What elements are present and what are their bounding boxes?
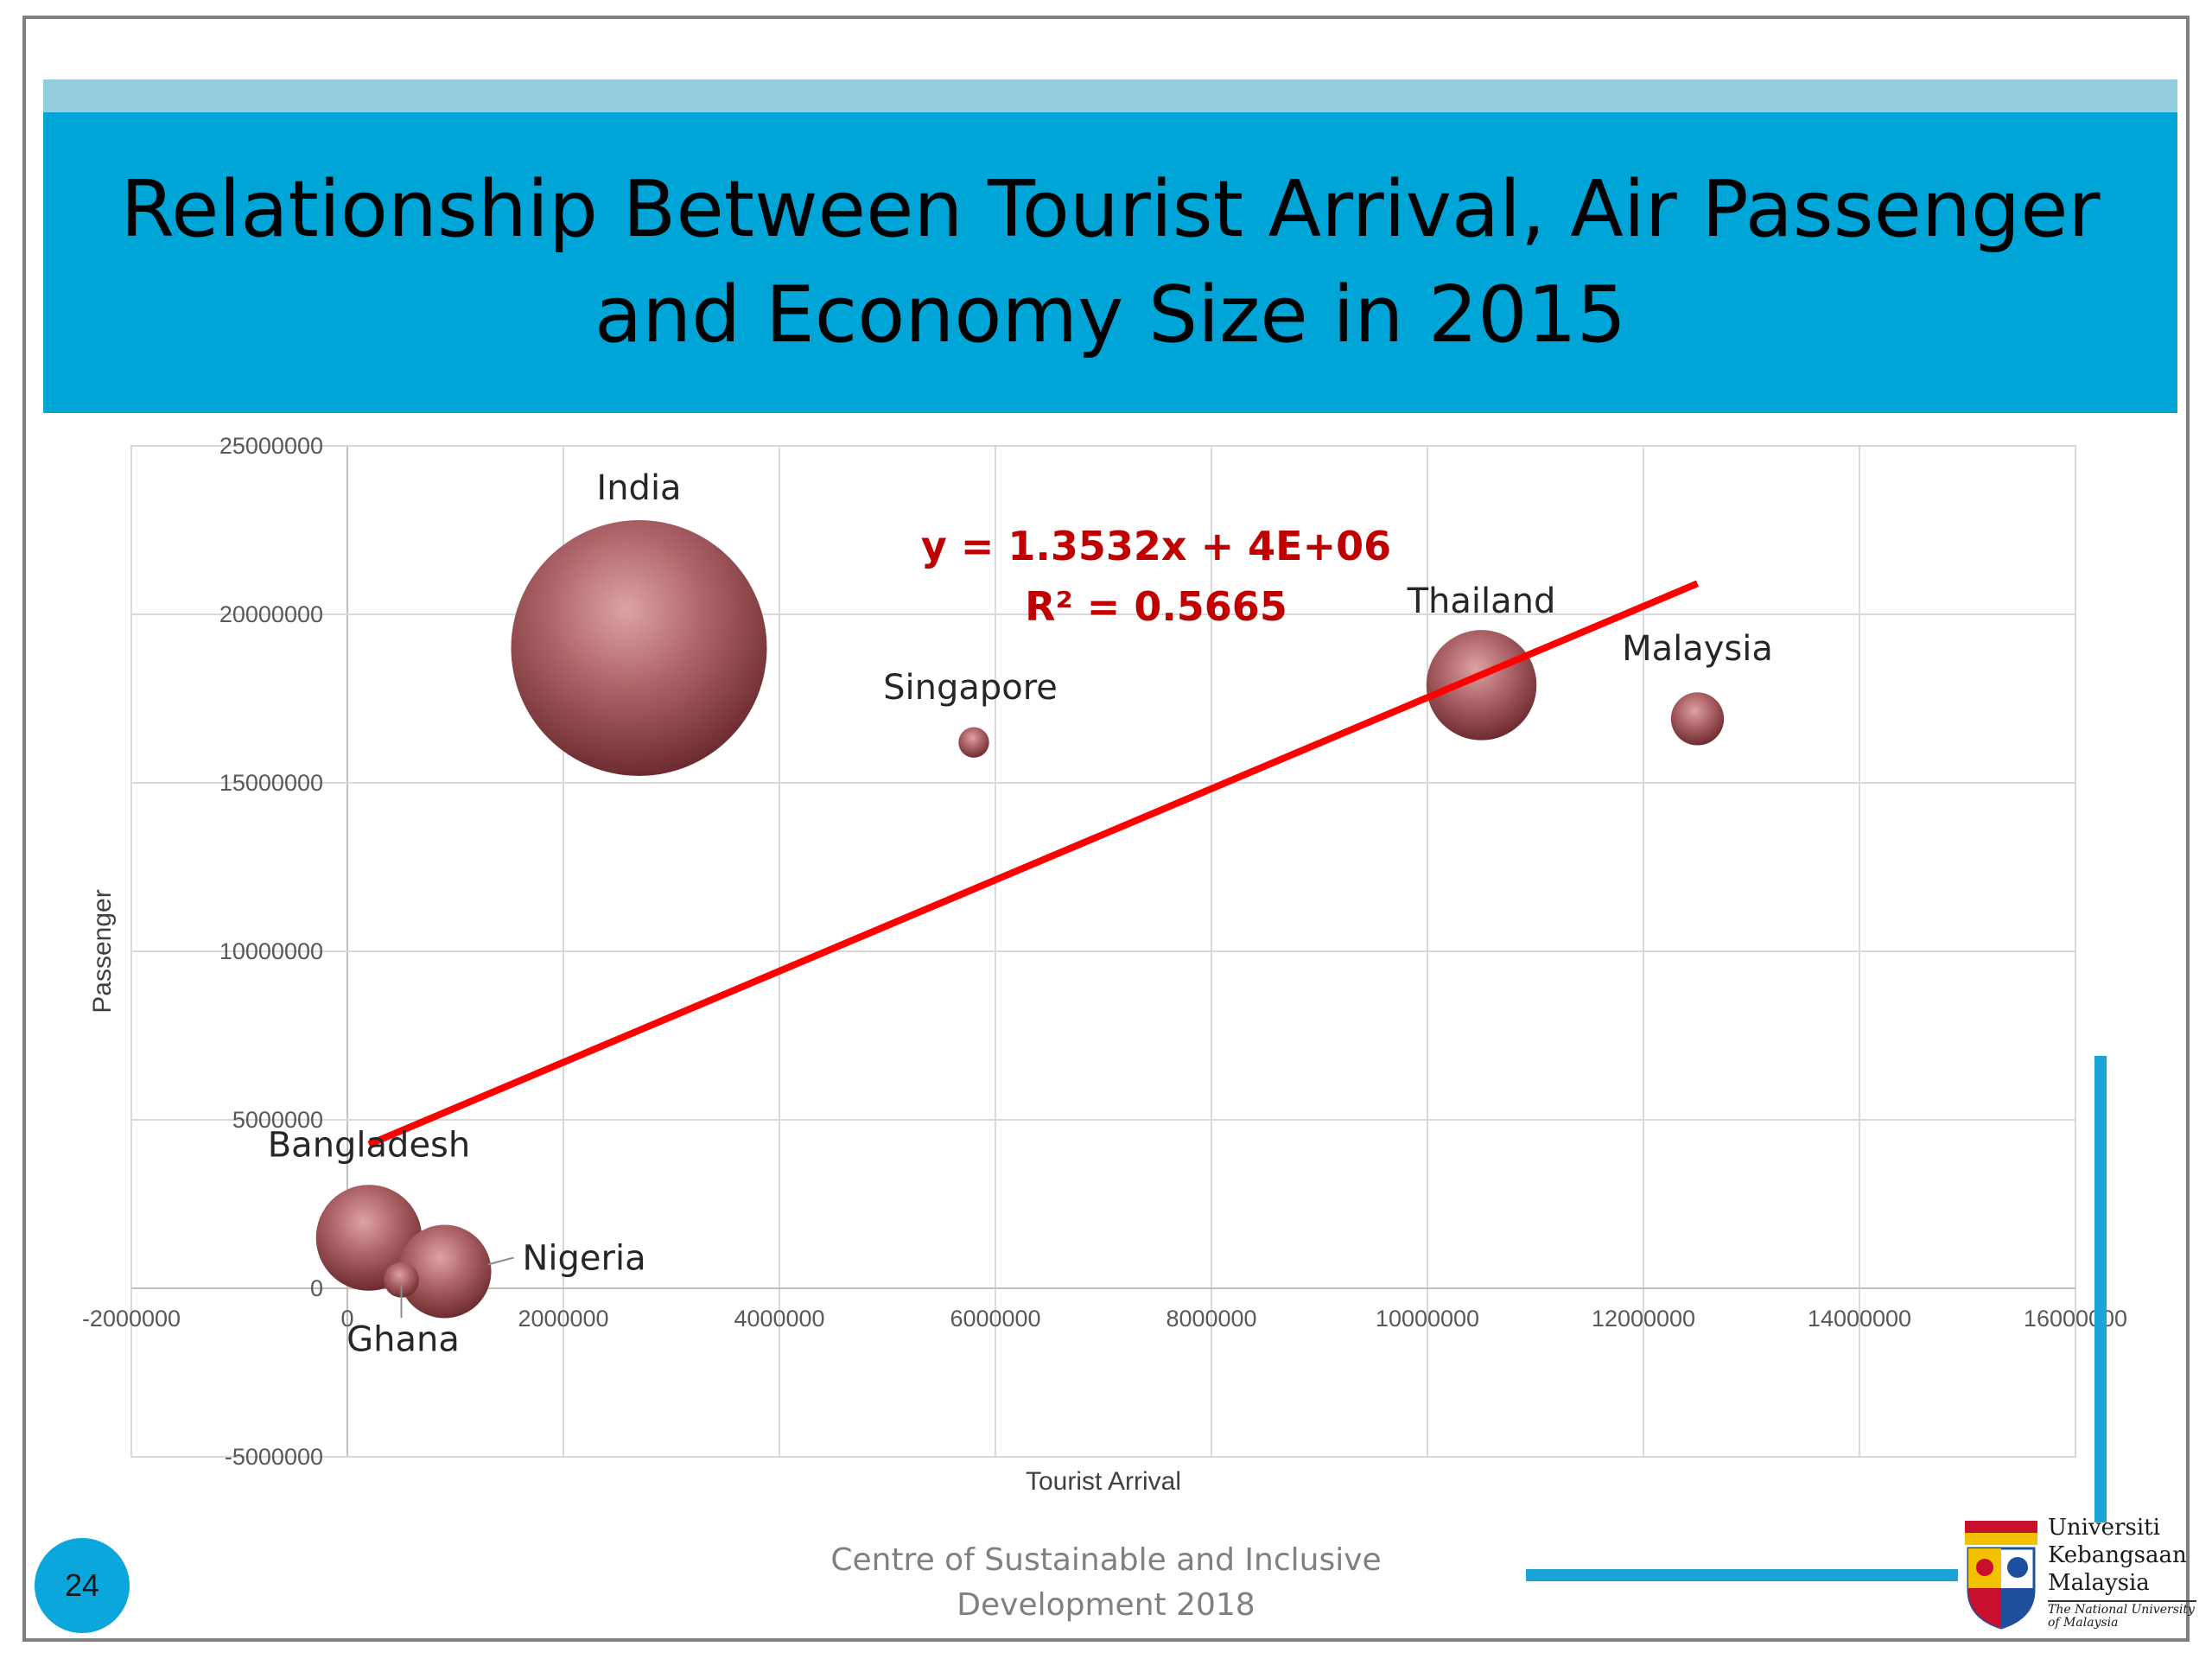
slide-title: Relationship Between Tourist Arrival, Ai… <box>120 164 2101 360</box>
data-label-malaysia: Malaysia <box>1622 629 1773 669</box>
bubble-nigeria <box>397 1224 492 1319</box>
logo-subtitle-line-1: The National University <box>2048 1603 2195 1617</box>
x-axis-title: Tourist Arrival <box>1026 1467 1181 1496</box>
logo-subtitle: The National University of Malaysia <box>2048 1600 2196 1630</box>
decorative-vertical-bar <box>2094 1056 2107 1522</box>
data-label-singapore: Singapore <box>883 668 1058 708</box>
y-tick-label: 15000000 <box>219 770 323 796</box>
trendline-r-squared: R² = 0.5665 <box>1025 583 1287 630</box>
x-tick-label: 8000000 <box>1166 1306 1256 1332</box>
x-tick-label: 6000000 <box>950 1306 1040 1332</box>
data-label-india: India <box>596 468 681 508</box>
title-band: Relationship Between Tourist Arrival, Ai… <box>43 112 2177 413</box>
bubble-ghana <box>384 1262 419 1298</box>
trendline-equation: y = 1.3532x + 4E+06 <box>921 523 1391 569</box>
leader-line-nigeria <box>487 1256 514 1266</box>
logo-line-3: Malaysia <box>2048 1570 2150 1596</box>
x-tick-label: 12000000 <box>1592 1306 1695 1332</box>
logo-subtitle-line-2: of Malaysia <box>2048 1616 2119 1630</box>
y-tick-label: 10000000 <box>219 938 323 964</box>
x-tick-label: 10000000 <box>1376 1306 1479 1332</box>
x-tick-label: 16000000 <box>2024 1306 2127 1332</box>
logo-line-1: Universiti <box>2048 1515 2160 1541</box>
bubble-india <box>511 520 767 776</box>
bubble-singapore <box>958 727 989 758</box>
x-tick-label: 14000000 <box>1808 1306 1911 1332</box>
y-tick-label: 5000000 <box>232 1107 323 1133</box>
footer-line-2: Development 2018 <box>957 1587 1255 1623</box>
bubble-thailand <box>1426 630 1537 741</box>
data-label-ghana: Ghana <box>346 1319 460 1359</box>
data-label-thailand: Thailand <box>1407 582 1556 621</box>
y-tick-label: -5000000 <box>225 1444 323 1470</box>
x-tick-label: 4000000 <box>734 1306 824 1332</box>
trendline <box>367 580 1700 1148</box>
footer: Centre of Sustainable and Inclusive Deve… <box>778 1538 1434 1628</box>
data-label-nigeria: Nigeria <box>523 1239 646 1279</box>
title-band-accent <box>43 79 2177 116</box>
logo-text: Universiti Kebangsaan Malaysia The Natio… <box>2048 1514 2196 1630</box>
y-tick-label: 0 <box>310 1275 323 1301</box>
bubble-malaysia <box>1670 692 1725 746</box>
footer-line-1: Centre of Sustainable and Inclusive <box>830 1542 1382 1578</box>
university-logo: Universiti Kebangsaan Malaysia The Natio… <box>1961 1514 2196 1635</box>
page-number: 24 <box>64 1567 100 1603</box>
y-axis-title: Passenger <box>88 889 117 1013</box>
logo-line-2: Kebangsaan <box>2048 1542 2187 1568</box>
x-tick-label: 0 <box>340 1306 353 1332</box>
y-tick-label: 20000000 <box>219 601 323 627</box>
x-tick-label: -2000000 <box>82 1306 181 1332</box>
slide-frame <box>22 16 2190 1642</box>
data-label-bangladesh: Bangladesh <box>268 1126 471 1166</box>
y-tick-label: 25000000 <box>219 433 323 459</box>
x-tick-label: 2000000 <box>518 1306 608 1332</box>
page-number-badge: 24 <box>35 1538 130 1633</box>
decorative-horizontal-bar <box>1526 1569 1958 1581</box>
crest-icon <box>1965 1521 2037 1630</box>
